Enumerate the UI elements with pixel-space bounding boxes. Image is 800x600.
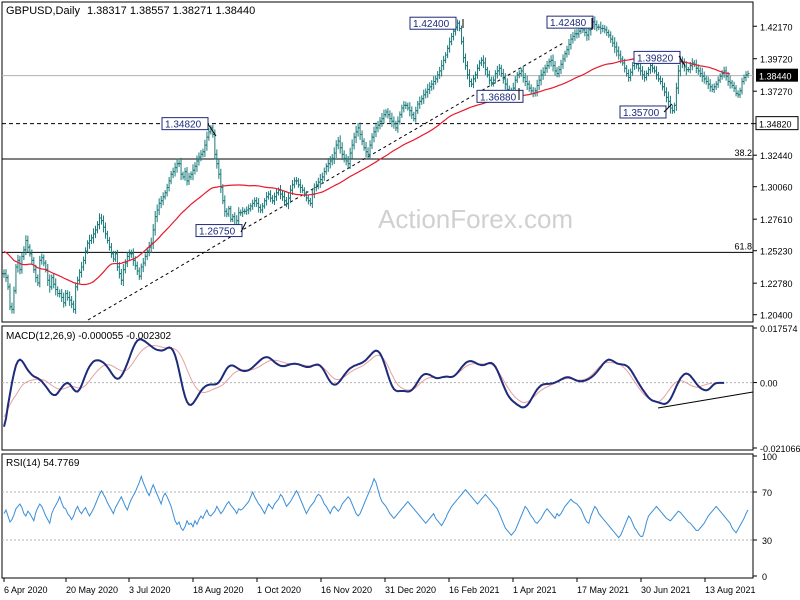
x-axis: 6 Apr 2020 20 May 2020 3 Jul 2020 18 Aug 20… [3,578,756,595]
x-tick-label: 6 Apr 2020 [4,585,48,595]
rsi-axis: 100 70 30 0 [753,452,777,582]
price-tick-label: 1.42170 [760,22,793,32]
annotation-connector [207,123,217,137]
trend-line [87,41,566,321]
annotation-box [409,16,457,30]
annotation-connector [240,221,247,233]
x-tick-label: 16 Nov 2020 [321,585,372,595]
rsi-tick-label: 0 [762,572,767,582]
rsi-title: RSI(14) 54.7769 [6,458,80,469]
price-tick-label: 1.30060 [760,183,793,193]
price-levels: 38.2 61.8 [2,41,753,321]
price-bars [2,16,750,314]
rsi-tick-label: 30 [762,536,772,546]
rsi-tick-label: 100 [762,452,777,462]
annotation-connector [663,103,673,113]
macd-tick-label: 0.017574 [760,324,798,334]
macd-tick-label: -0.021066 [760,444,800,454]
rsi-line [3,474,749,539]
macd-lines [2,338,754,427]
x-tick-label: 20 May 2020 [66,585,118,595]
macd-tick-label: 0.00 [760,379,778,389]
price-tick-label: 1.22780 [760,279,793,289]
current-price-label: 1.38440 [759,72,792,82]
price-chart-title: GBPUSD,Daily [6,5,80,17]
annotation-label: 1.42400 [413,19,450,30]
annotation-connector [678,55,686,67]
price-annotations: 1.42400 1.42480 1.39820 1.36880 1.35700 1.348… [161,15,686,238]
rsi-panel-frame [1,453,754,579]
macd-line [3,338,725,427]
watermark: ActionForex.com [378,204,573,234]
macd-panel-frame [1,325,754,451]
price-panel-frame [1,1,754,323]
x-tick-label: 13 Aug 2021 [705,585,756,595]
price-tick-label: 1.25230 [760,247,793,257]
annotation-label: 1.39820 [637,53,674,64]
price-axis: 1.42170 1.39720 1.37270 1.34820 1.32440 1.300… [753,22,799,321]
rsi-tick-label: 70 [762,488,772,498]
current-price-box [756,68,798,82]
price-panel: GBPUSD,Daily 1.38317 1.38557 1.38271 1.3… [1,1,799,323]
level-price-box [755,116,799,131]
annotation-label: 1.42480 [550,18,587,29]
fib-label: 38.2 [734,148,752,158]
sma-line [3,57,731,286]
annotation-box [619,105,667,119]
annotation-box [546,15,594,29]
macd-trend-line [657,391,754,409]
annotation-box [161,117,209,131]
x-tick-label: 17 May 2021 [577,585,629,595]
moving-average [3,57,731,286]
annotation-label: 1.26750 [199,227,236,238]
price-ohlc-readout: 1.38317 1.38557 1.38271 1.38440 [87,5,255,17]
annotation-label: 1.34820 [165,120,202,131]
x-tick-label: 1 Oct 2020 [257,585,301,595]
x-tick-label: 18 Aug 2020 [193,585,244,595]
x-tick-label: 16 Feb 2021 [449,585,500,595]
annotation-label: 1.35700 [623,108,660,119]
macd-signal-line [3,345,713,418]
macd-title: MACD(12,26,9) -0.000055 -0.002302 [6,331,172,342]
price-tick-label: 1.27610 [760,215,793,225]
rsi-panel: RSI(14) 54.7769 100 70 30 0 [1,452,777,582]
macd-panel: MACD(12,26,9) -0.000055 -0.002302 0.0175… [1,324,800,454]
x-tick-label: 30 Jun 2021 [641,585,691,595]
annotation-label: 1.36880 [480,92,517,103]
price-tick-label: 1.37270 [760,87,793,97]
price-tick-label: 1.39720 [760,55,793,65]
macd-axis: 0.017574 0.00 -0.021066 [753,324,800,454]
level-price-label: 1.34820 [759,120,792,130]
fib-label: 61.8 [734,241,752,251]
x-tick-label: 1 Apr 2021 [513,585,557,595]
x-tick-label: 3 Jul 2020 [129,585,171,595]
x-tick-label: 31 Dec 2020 [385,585,436,595]
price-tick-label: 1.20400 [760,311,793,321]
rsi-lines [2,474,753,541]
price-tick-label: 1.32440 [760,151,793,161]
annotation-box [476,89,524,103]
